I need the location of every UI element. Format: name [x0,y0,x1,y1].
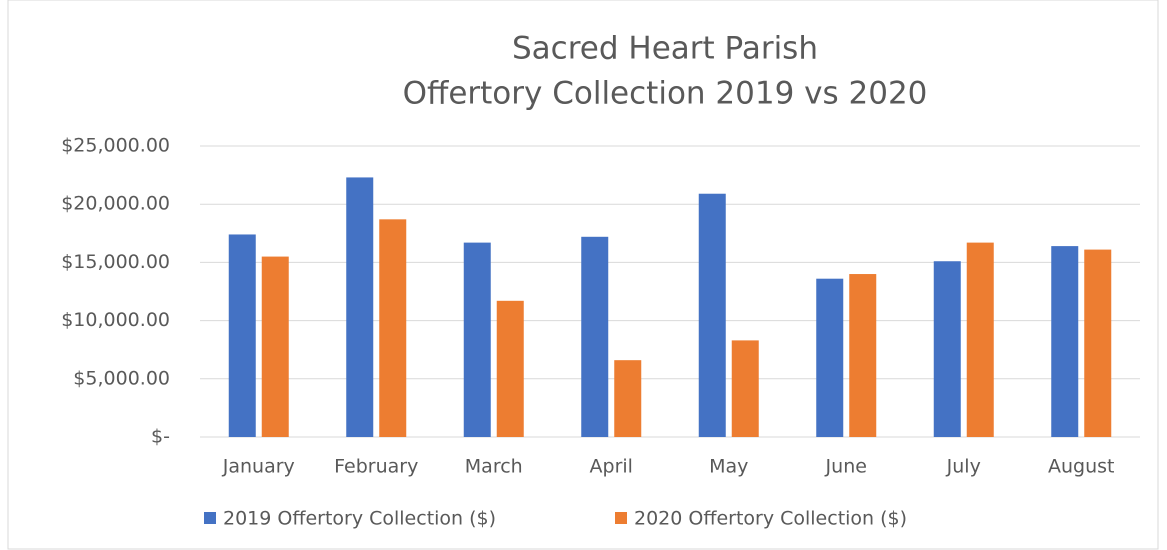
bar [698,193,726,437]
x-tick-label: July [946,456,981,478]
y-tick-label: $20,000.00 [61,193,170,215]
legend-label: 2020 Offertory Collection ($) [634,508,907,530]
bar [1084,249,1112,437]
x-tick-label: June [825,456,867,478]
bar [1051,246,1079,437]
y-tick-label: $15,000.00 [61,251,170,273]
x-tick-label: January [222,456,295,478]
bar [849,274,877,437]
chart-subtitle: Offertory Collection 2019 vs 2020 [403,76,928,112]
bar [379,219,407,437]
y-tick-label: $10,000.00 [61,309,170,331]
x-tick-label: February [334,456,418,478]
bar [463,242,491,437]
x-tick-label: May [709,456,748,478]
bar [228,234,256,437]
bar [581,236,609,437]
legend-label: 2019 Offertory Collection ($) [223,508,496,530]
bar [731,340,759,437]
y-tick-label: $5,000.00 [73,367,170,389]
x-tick-label: March [465,456,523,478]
bar [496,300,524,437]
chart-title: Sacred Heart Parish [512,31,818,67]
y-tick-label: $- [151,426,170,448]
x-tick-label: April [590,456,633,478]
bar [966,242,994,437]
bar [933,261,961,437]
bar [614,360,642,437]
bar [261,256,289,437]
bar [816,278,844,437]
y-tick-label: $25,000.00 [61,135,170,157]
legend-swatch [615,512,627,524]
x-tick-label: August [1048,456,1115,478]
legend-swatch [204,512,216,524]
bar [346,177,374,438]
